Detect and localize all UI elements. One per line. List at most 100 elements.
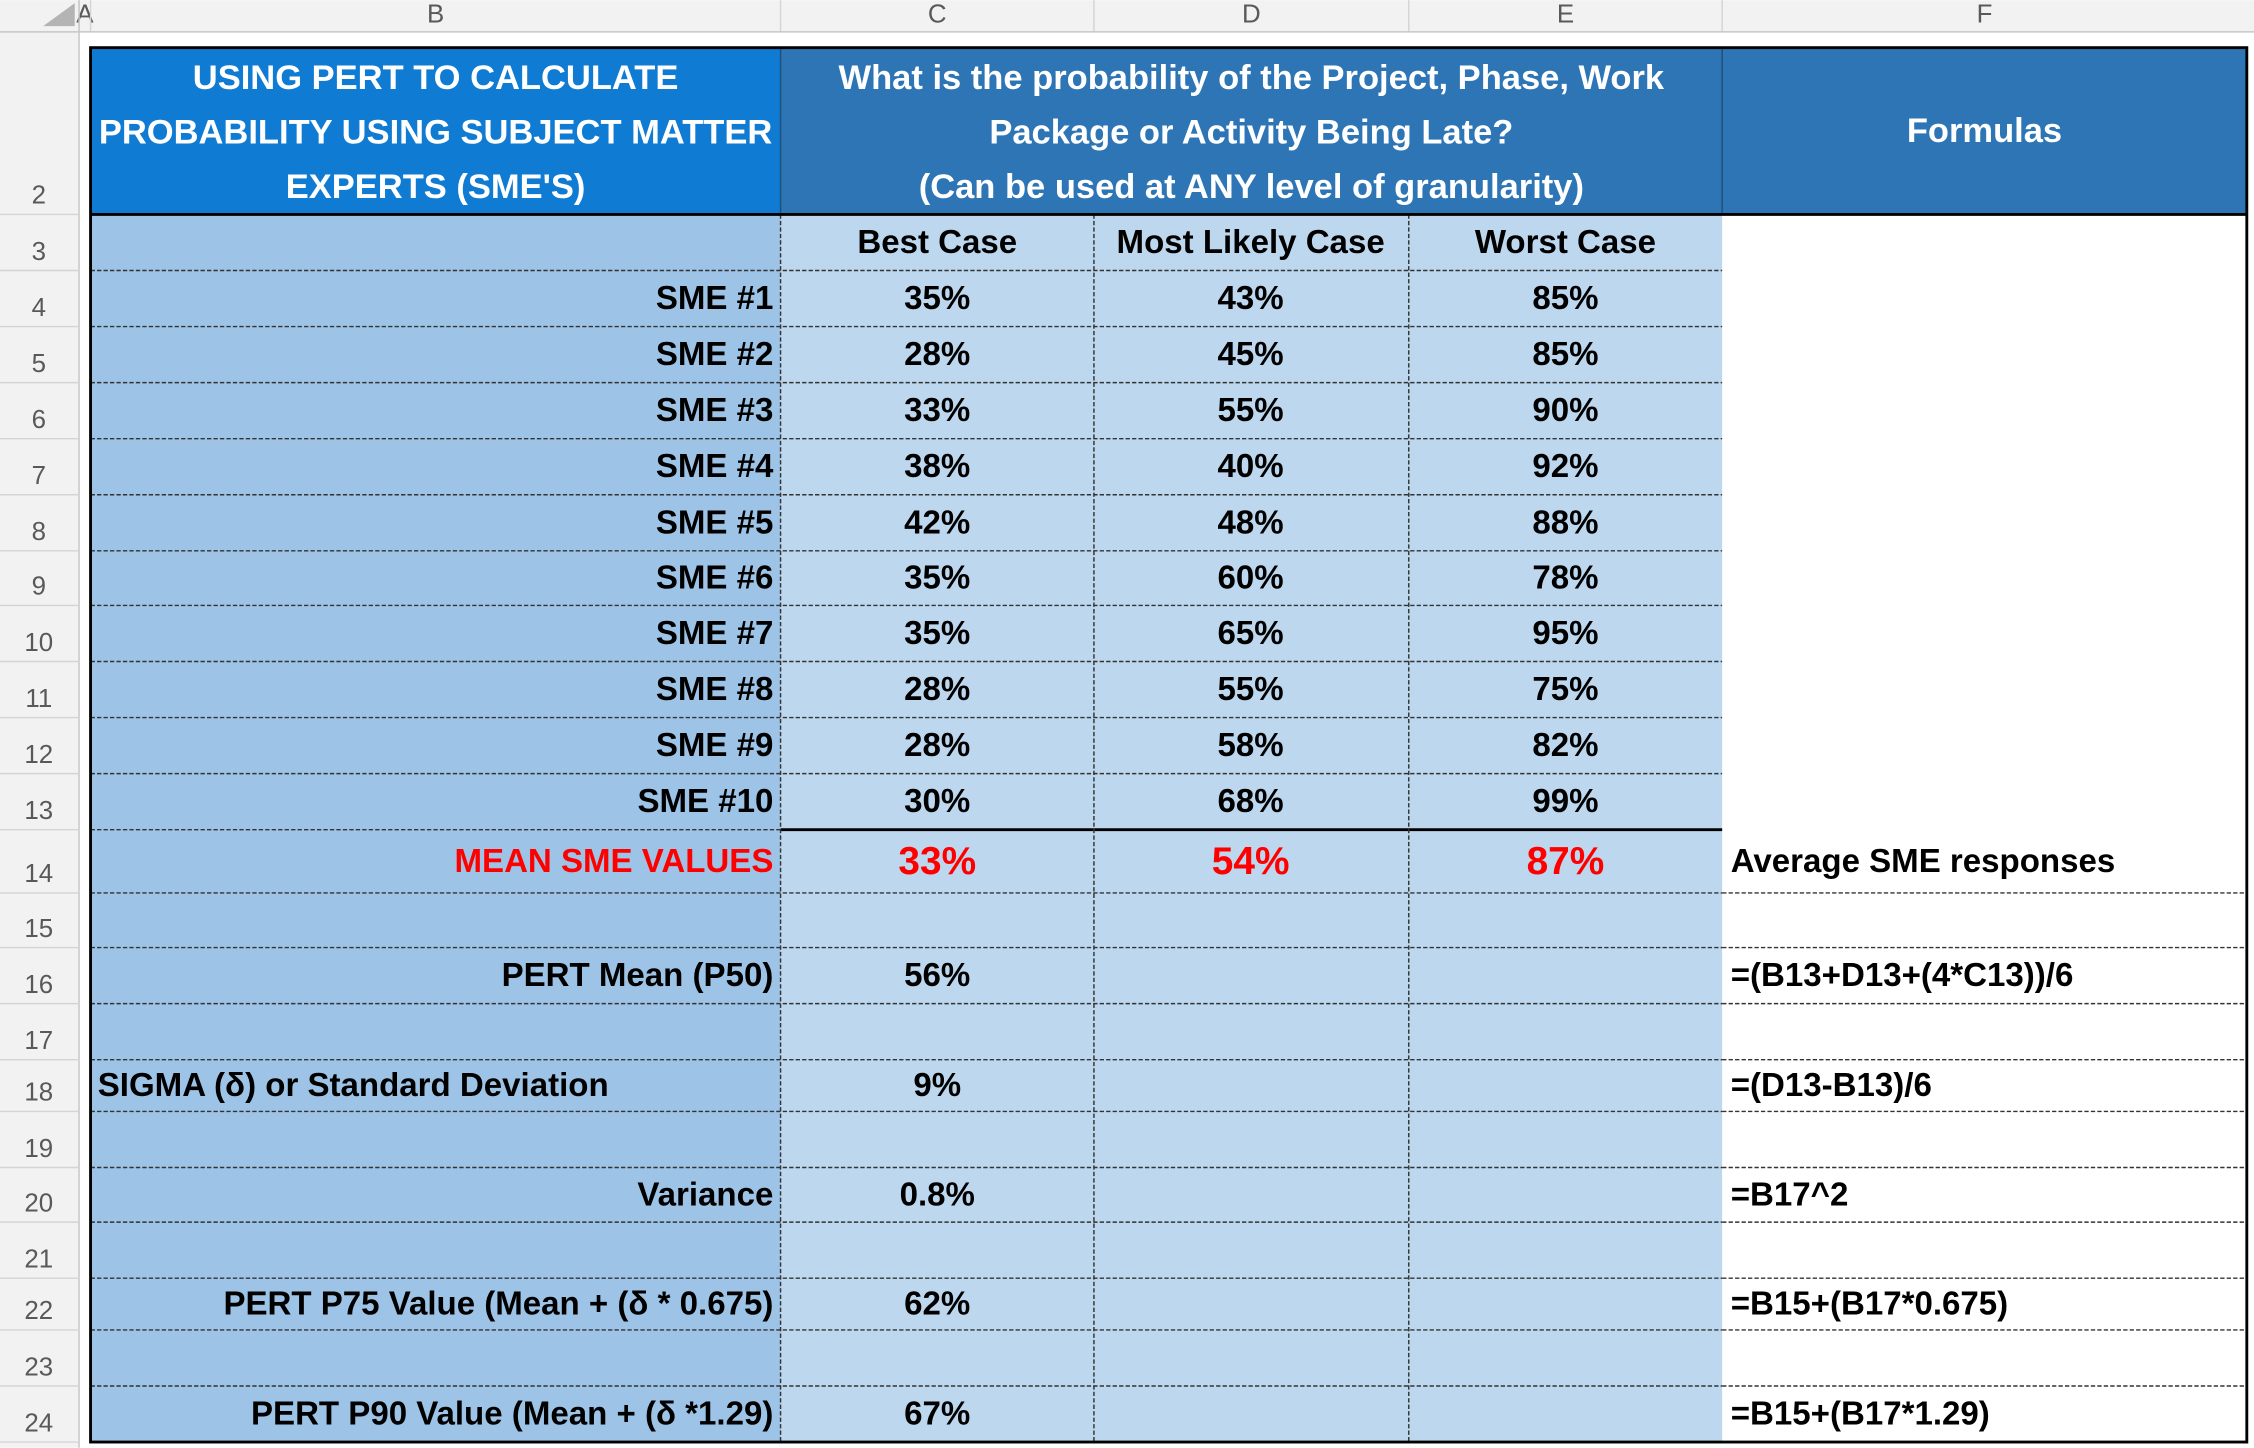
column-header[interactable]: A — [76, 1, 94, 29]
header-text: EXPERTS (SME'S) — [286, 168, 586, 206]
row-header[interactable]: 21 — [24, 1245, 53, 1273]
column-header[interactable]: D — [1242, 1, 1261, 29]
sme-value: 42% — [904, 504, 970, 541]
row-header[interactable]: 10 — [24, 629, 53, 657]
case-header: Most Likely Case — [1117, 224, 1385, 261]
sme-value: 99% — [1532, 783, 1598, 820]
select-all[interactable] — [43, 3, 75, 27]
row-header[interactable]: 4 — [32, 294, 46, 322]
stat-label: SIGMA (δ) or Standard Deviation — [98, 1067, 609, 1104]
row-header[interactable]: 20 — [24, 1189, 53, 1217]
stat-value: 62% — [904, 1286, 970, 1323]
sme-value: 68% — [1218, 783, 1284, 820]
row-header[interactable]: 16 — [24, 971, 53, 999]
sme-value: 90% — [1532, 392, 1598, 429]
sme-label: SME #5 — [656, 504, 774, 541]
row-header[interactable]: 13 — [24, 797, 53, 825]
stat-label: PERT P75 Value (Mean + (δ * 0.675) — [223, 1286, 773, 1323]
sme-value: 43% — [1218, 280, 1284, 317]
mean-value: 87% — [1527, 840, 1605, 883]
header-text: Package or Activity Being Late? — [989, 113, 1513, 151]
column-header[interactable]: C — [928, 1, 947, 29]
sme-value: 82% — [1532, 727, 1598, 764]
sme-label: SME #4 — [656, 448, 774, 485]
sme-value: 85% — [1532, 336, 1598, 373]
sme-value: 65% — [1218, 615, 1284, 652]
row-header[interactable]: 15 — [24, 915, 53, 943]
sme-value: 28% — [904, 727, 970, 764]
sme-label: SME #1 — [656, 280, 774, 317]
stat-value: 9% — [913, 1067, 961, 1104]
row-header[interactable]: 19 — [24, 1135, 53, 1163]
stat-value: 0.8% — [900, 1176, 975, 1213]
sme-value: 33% — [904, 392, 970, 429]
sme-value: 55% — [1218, 392, 1284, 429]
sme-value: 30% — [904, 783, 970, 820]
stat-label: PERT Mean (P50) — [502, 957, 774, 994]
sme-value: 60% — [1218, 560, 1284, 597]
header-text: USING PERT TO CALCULATE — [193, 59, 679, 97]
row-header[interactable]: 14 — [24, 860, 53, 888]
sme-label: SME #7 — [656, 615, 774, 652]
sme-value: 75% — [1532, 671, 1598, 708]
sme-value: 58% — [1218, 727, 1284, 764]
column-header[interactable]: B — [427, 1, 444, 29]
sme-value: 48% — [1218, 504, 1284, 541]
sme-value: 78% — [1532, 560, 1598, 597]
header-text: What is the probability of the Project, … — [839, 59, 1665, 97]
sme-value: 40% — [1218, 448, 1284, 485]
formula-text: =B15+(B17*0.675) — [1731, 1286, 2008, 1323]
formula-text: Average SME responses — [1731, 843, 2116, 880]
formula-text: =B15+(B17*1.29) — [1731, 1396, 1990, 1433]
sme-value: 95% — [1532, 615, 1598, 652]
sme-label: SME #3 — [656, 392, 774, 429]
row-header[interactable]: 2 — [32, 182, 46, 210]
header-text: Formulas — [1907, 112, 2062, 150]
row-header[interactable]: 3 — [32, 238, 46, 266]
sme-label: SME #8 — [656, 671, 774, 708]
label-column — [90, 214, 781, 1443]
row-header[interactable]: 24 — [24, 1409, 53, 1437]
column-header-bar — [0, 0, 2254, 32]
sme-value: 28% — [904, 336, 970, 373]
formula-text: =(D13-B13)/6 — [1731, 1067, 1932, 1104]
row-header[interactable]: 8 — [32, 518, 46, 546]
row-header[interactable]: 7 — [32, 462, 46, 490]
sme-label: SME #10 — [637, 783, 773, 820]
sme-value: 35% — [904, 615, 970, 652]
title-cell — [90, 47, 781, 215]
row-header[interactable]: 17 — [24, 1027, 53, 1055]
sme-value: 38% — [904, 448, 970, 485]
row-header[interactable]: 6 — [32, 406, 46, 434]
question-cell — [780, 47, 1723, 215]
mean-value: 33% — [898, 840, 976, 883]
row-header[interactable]: 22 — [24, 1297, 53, 1325]
row-header-bar — [0, 0, 80, 1448]
mean-value: 54% — [1212, 840, 1290, 883]
row-header[interactable]: 23 — [24, 1353, 53, 1381]
row-header[interactable]: 5 — [32, 350, 46, 378]
stat-value: 67% — [904, 1396, 970, 1433]
stat-label: Variance — [637, 1176, 773, 1213]
mean-label: MEAN SME VALUES — [455, 843, 774, 880]
sme-value: 88% — [1532, 504, 1598, 541]
sme-label: SME #6 — [656, 560, 774, 597]
sme-value: 45% — [1218, 336, 1284, 373]
sme-label: SME #9 — [656, 727, 774, 764]
sme-value: 35% — [904, 560, 970, 597]
sme-label: SME #2 — [656, 336, 774, 373]
column-header[interactable]: F — [1977, 1, 1993, 29]
table-outline — [89, 46, 2249, 1444]
formulas-header-cell — [1722, 47, 2247, 215]
row-header[interactable]: 9 — [32, 573, 46, 601]
sme-value: 28% — [904, 671, 970, 708]
row-header[interactable]: 11 — [25, 685, 52, 713]
row-header[interactable]: 12 — [24, 741, 53, 769]
sme-value: 55% — [1218, 671, 1284, 708]
sme-value: 92% — [1532, 448, 1598, 485]
header-text: PROBABILITY USING SUBJECT MATTER — [99, 113, 773, 151]
row-header[interactable]: 18 — [24, 1079, 53, 1107]
column-header[interactable]: E — [1557, 1, 1574, 29]
